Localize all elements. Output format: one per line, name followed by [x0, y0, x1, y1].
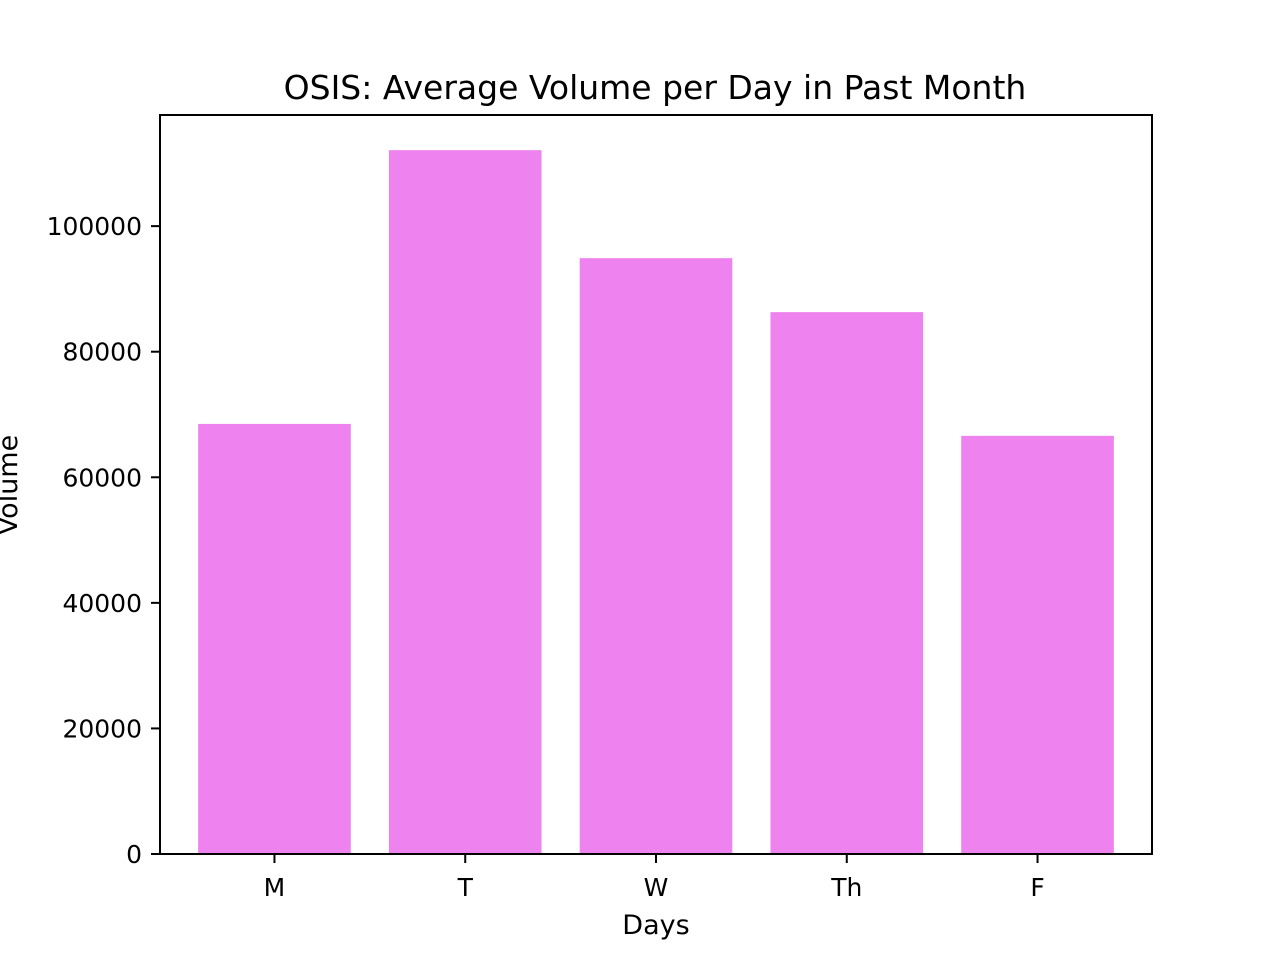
x-tick-label: W — [644, 873, 669, 902]
y-tick-label: 80000 — [62, 338, 142, 367]
y-tick-label: 60000 — [62, 463, 142, 492]
plot-area — [159, 114, 1153, 855]
bar-t — [388, 150, 542, 854]
x-axis-label: Days — [622, 910, 689, 941]
x-axis: M T W Th F — [264, 854, 1045, 902]
bar-f — [961, 435, 1114, 854]
x-tick-label: Th — [830, 873, 862, 902]
bar-w — [579, 258, 733, 854]
y-axis: 0 20000 40000 60000 80000 100000 — [47, 212, 160, 869]
bar-m — [198, 423, 351, 854]
y-axis-label: Volume — [0, 435, 24, 535]
y-tick-label: 0 — [126, 840, 142, 869]
bar-series — [198, 150, 1114, 854]
y-tick-label: 40000 — [62, 589, 142, 618]
x-tick-label: F — [1030, 873, 1044, 902]
bar-th — [770, 312, 924, 854]
chart-title: OSIS: Average Volume per Day in Past Mon… — [284, 68, 1027, 107]
y-tick-label: 20000 — [62, 714, 142, 743]
x-tick-label: T — [457, 873, 474, 902]
y-tick-label: 100000 — [47, 212, 142, 241]
x-tick-label: M — [264, 873, 286, 902]
